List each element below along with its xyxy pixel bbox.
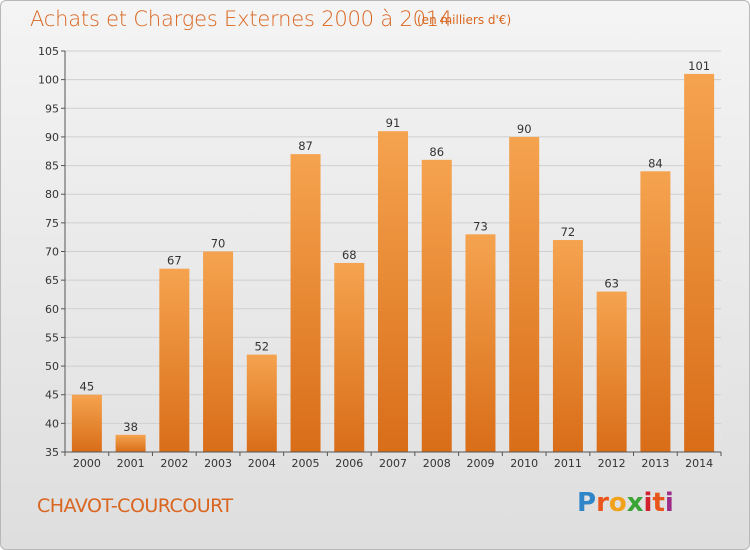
y-axis: 35 40 45 50 55 60 65 70 75 80 85 90 95 100 105 <box>38 45 66 459</box>
y-tick-label: 105 <box>38 45 59 58</box>
logo-letter: x <box>626 488 644 518</box>
y-tick-label: 95 <box>45 102 59 115</box>
logo-letter: o <box>608 488 627 518</box>
bar <box>159 268 190 452</box>
x-tick-label: 2001 <box>117 457 145 470</box>
y-tick-label: 85 <box>45 160 59 173</box>
bar-value-label: 84 <box>648 156 663 170</box>
x-tick-label: 2011 <box>554 457 582 470</box>
bar <box>552 240 583 452</box>
y-tick-label: 90 <box>45 131 59 144</box>
bar-value-label: 87 <box>298 139 313 153</box>
x-tick-label: 2008 <box>423 457 451 470</box>
bar <box>203 251 234 452</box>
logo-letter: r <box>596 488 609 518</box>
x-tick-label: 2002 <box>160 457 188 470</box>
bar-value-label: 63 <box>604 277 619 291</box>
bar <box>509 136 540 452</box>
bar <box>71 394 102 452</box>
y-tick-label: 40 <box>45 417 59 430</box>
proxiti-logo: Proxiti <box>577 488 674 518</box>
x-tick-label: 2005 <box>292 457 320 470</box>
bar-value-label: 101 <box>688 59 710 73</box>
y-tick-label: 60 <box>45 303 59 316</box>
x-tick-label: 2012 <box>598 457 626 470</box>
bars: 45 38 67 70 52 87 68 91 86 73 90 72 63 84 101 <box>71 59 715 453</box>
y-tick-label: 35 <box>45 446 59 459</box>
y-tick-label: 45 <box>45 389 59 402</box>
y-tick-label: 65 <box>45 274 59 287</box>
y-tick-label: 80 <box>45 188 59 201</box>
bar-value-label: 67 <box>167 254 182 268</box>
logo-letter: i <box>664 488 674 518</box>
x-tick-label: 2010 <box>510 457 538 470</box>
bar <box>465 234 496 452</box>
x-tick-label: 2009 <box>466 457 494 470</box>
bar-value-label: 38 <box>123 420 138 434</box>
y-tick-label: 50 <box>45 360 59 373</box>
bar-value-label: 91 <box>386 116 401 130</box>
bar-value-label: 73 <box>473 219 488 233</box>
commune-name: CHAVOT-COURCOURT <box>37 495 233 517</box>
y-tick-label: 75 <box>45 217 59 230</box>
y-tick-label: 55 <box>45 331 59 344</box>
bar <box>115 434 146 452</box>
x-tick-label: 2007 <box>379 457 407 470</box>
bar-value-label: 45 <box>80 380 95 394</box>
x-tick-label: 2004 <box>248 457 276 470</box>
x-tick-label: 2006 <box>335 457 363 470</box>
chart-title: Achats et Charges Externes 2000 à 2014 <box>30 7 453 31</box>
logo-letter: t <box>652 488 665 518</box>
bar <box>640 171 671 453</box>
chart-subtitle: (en milliers d'€) <box>417 13 512 27</box>
bar-value-label: 86 <box>429 145 444 159</box>
x-axis: 2000 2001 2002 2003 2004 2005 2006 2007 2008 2009… <box>64 451 722 470</box>
logo-letter: i <box>643 488 653 518</box>
bar-value-label: 68 <box>342 248 357 262</box>
x-tick-label: 2013 <box>641 457 669 470</box>
bar-value-label: 90 <box>517 122 532 136</box>
bar <box>246 354 277 452</box>
bar <box>290 154 321 452</box>
x-tick-label: 2003 <box>204 457 232 470</box>
bar <box>684 73 715 453</box>
bar <box>421 159 452 453</box>
x-tick-label: 2014 <box>685 457 713 470</box>
y-tick-label: 100 <box>38 74 59 87</box>
bar-value-label: 72 <box>561 225 576 239</box>
bar-value-label: 52 <box>254 340 269 354</box>
y-tick-label: 70 <box>45 246 59 259</box>
bar <box>378 131 408 452</box>
bar-value-label: 70 <box>211 237 226 251</box>
logo-letter: P <box>577 488 597 518</box>
x-tick-label: 2000 <box>73 457 101 470</box>
bar <box>334 262 365 452</box>
bar <box>596 291 627 452</box>
